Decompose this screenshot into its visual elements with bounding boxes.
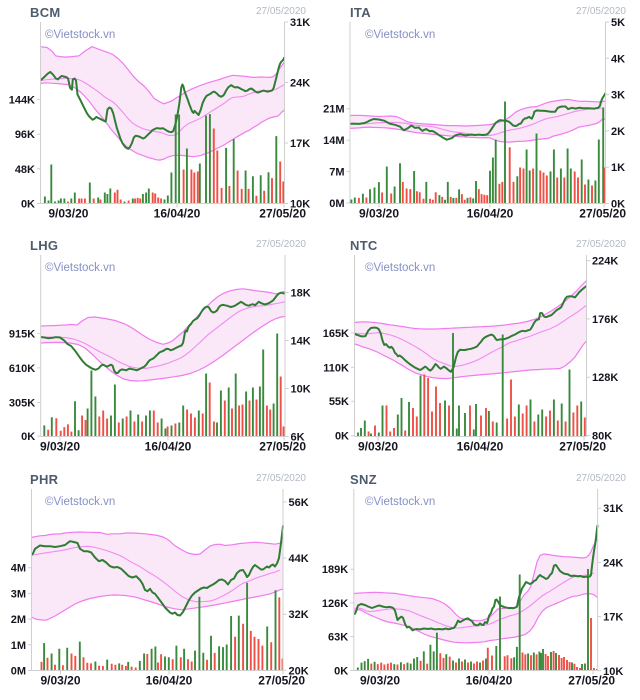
- svg-text:165K: 165K: [323, 328, 349, 340]
- svg-text:16/04/20: 16/04/20: [154, 207, 201, 221]
- svg-text:0K: 0K: [21, 199, 35, 211]
- svg-text:0K: 0K: [21, 431, 35, 443]
- svg-text:176K: 176K: [592, 314, 618, 326]
- svg-text:31K: 31K: [290, 17, 310, 29]
- svg-text:2M: 2M: [11, 614, 26, 626]
- svg-text:7M: 7M: [329, 167, 344, 179]
- svg-text:16/04/20: 16/04/20: [145, 440, 192, 454]
- svg-text:96K: 96K: [15, 129, 35, 141]
- svg-text:9/03/20: 9/03/20: [358, 440, 398, 454]
- svg-text:24K: 24K: [290, 78, 310, 90]
- svg-text:915K: 915K: [9, 328, 35, 340]
- svg-text:0K: 0K: [335, 431, 349, 443]
- svg-text:63K: 63K: [328, 632, 348, 644]
- svg-text:27/05/20: 27/05/20: [258, 674, 305, 688]
- svg-text:1K: 1K: [611, 162, 625, 174]
- svg-text:6K: 6K: [291, 432, 305, 444]
- svg-text:80K: 80K: [592, 431, 612, 443]
- svg-text:27/05/20: 27/05/20: [559, 440, 606, 454]
- svg-text:31K: 31K: [603, 503, 623, 515]
- svg-text:55K: 55K: [329, 396, 349, 408]
- svg-text:0M: 0M: [329, 198, 344, 210]
- svg-text:224K: 224K: [592, 256, 618, 268]
- svg-text:10K: 10K: [290, 199, 310, 211]
- svg-text:16/04/20: 16/04/20: [467, 207, 514, 221]
- svg-text:48K: 48K: [15, 164, 35, 176]
- svg-text:20K: 20K: [289, 665, 309, 677]
- svg-text:3K: 3K: [611, 90, 625, 102]
- svg-text:27/05/20: 27/05/20: [259, 440, 306, 454]
- svg-text:18K: 18K: [291, 288, 311, 300]
- svg-text:10K: 10K: [603, 666, 623, 678]
- svg-text:305K: 305K: [9, 398, 35, 410]
- svg-text:9/03/20: 9/03/20: [40, 674, 80, 688]
- svg-text:4K: 4K: [611, 53, 625, 65]
- svg-text:9/03/20: 9/03/20: [48, 207, 88, 221]
- svg-text:9/03/20: 9/03/20: [359, 207, 399, 221]
- svg-text:0K: 0K: [611, 199, 625, 211]
- svg-text:16/04/20: 16/04/20: [466, 674, 513, 688]
- svg-text:4M: 4M: [11, 563, 26, 575]
- svg-text:16/04/20: 16/04/20: [457, 440, 504, 454]
- svg-text:110K: 110K: [323, 362, 349, 374]
- svg-text:24K: 24K: [603, 557, 623, 569]
- svg-text:126K: 126K: [322, 598, 348, 610]
- svg-text:27/05/20: 27/05/20: [259, 207, 306, 221]
- svg-text:56K: 56K: [289, 497, 309, 509]
- svg-text:14M: 14M: [323, 135, 344, 147]
- svg-text:27/05/20: 27/05/20: [568, 674, 615, 688]
- svg-text:9/03/20: 9/03/20: [40, 440, 80, 454]
- svg-text:17K: 17K: [290, 138, 310, 150]
- svg-text:189K: 189K: [322, 564, 348, 576]
- svg-text:17K: 17K: [603, 612, 623, 624]
- svg-text:128K: 128K: [592, 372, 618, 384]
- svg-text:10K: 10K: [291, 384, 311, 396]
- svg-text:27/05/20: 27/05/20: [579, 207, 626, 221]
- svg-text:610K: 610K: [9, 363, 35, 375]
- svg-text:3M: 3M: [11, 588, 26, 600]
- svg-text:2K: 2K: [611, 126, 625, 138]
- svg-text:9/03/20: 9/03/20: [360, 674, 400, 688]
- svg-text:44K: 44K: [289, 553, 309, 565]
- svg-text:14K: 14K: [291, 336, 311, 348]
- svg-text:144K: 144K: [9, 94, 35, 106]
- svg-text:21M: 21M: [323, 104, 344, 116]
- svg-text:1M: 1M: [11, 640, 26, 652]
- svg-text:0K: 0K: [334, 666, 348, 678]
- svg-text:5K: 5K: [611, 17, 625, 29]
- svg-text:32K: 32K: [289, 609, 309, 621]
- svg-text:0M: 0M: [11, 666, 26, 678]
- svg-text:16/04/20: 16/04/20: [146, 674, 193, 688]
